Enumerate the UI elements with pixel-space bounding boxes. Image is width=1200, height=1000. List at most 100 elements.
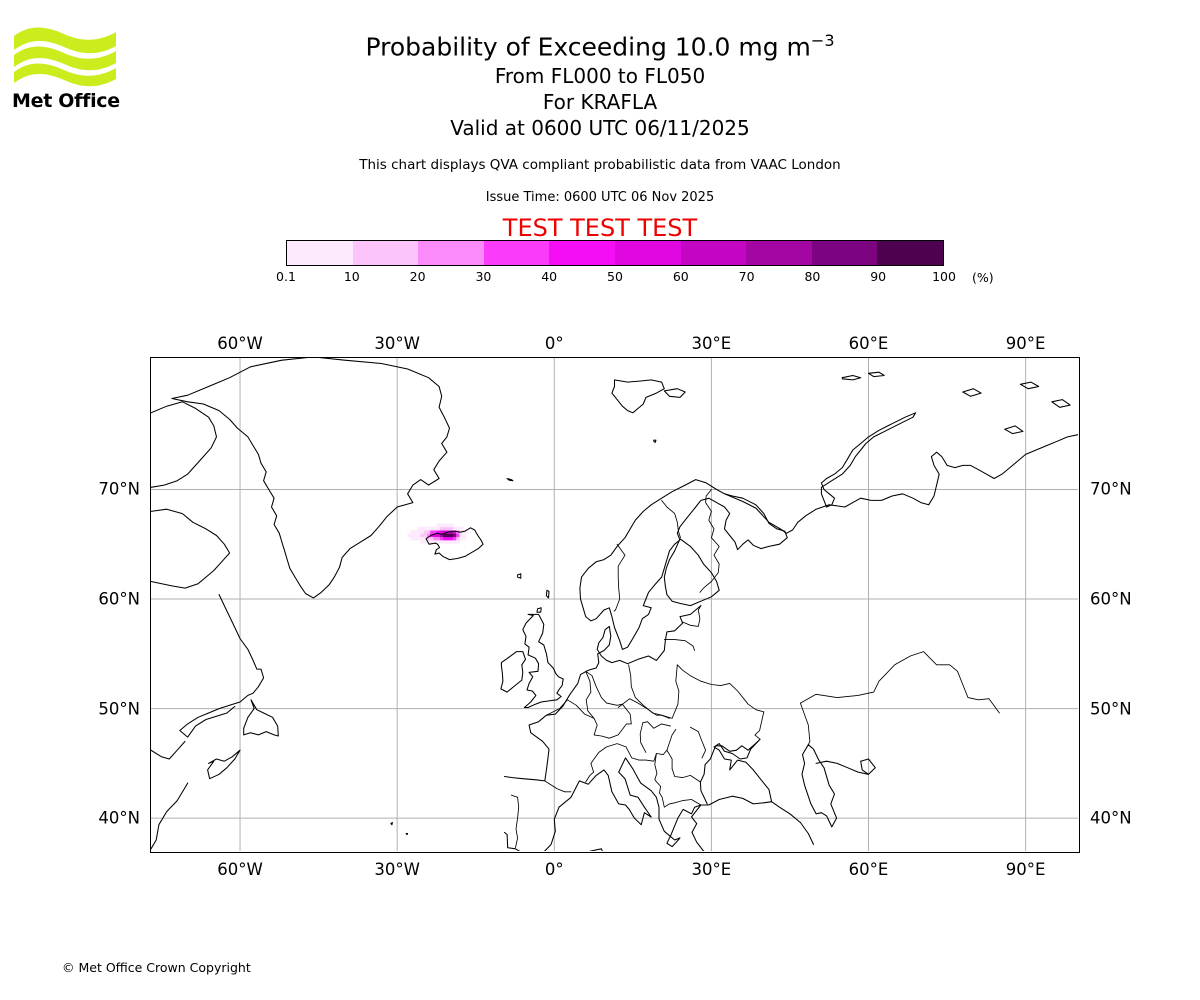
map-canvas (151, 358, 1078, 851)
plume-cell (410, 530, 415, 534)
lon-tick--30: 30°W (374, 860, 420, 879)
coastline-path (699, 489, 720, 593)
volcano-line: For KRAFLA (542, 90, 658, 115)
plume-cell (414, 530, 418, 534)
coastline-path (589, 804, 705, 851)
plume-cell (427, 533, 431, 538)
plume-cell (427, 536, 431, 541)
plume-cell (430, 530, 434, 534)
plume-cell (446, 533, 451, 538)
coastline-path (663, 639, 696, 651)
coastline-path (510, 794, 520, 849)
coastline-path (625, 728, 677, 762)
plume-cell (414, 533, 418, 538)
plume-cell (423, 530, 428, 534)
plume-cell (443, 530, 447, 534)
coastline-path (867, 371, 885, 378)
coastline-path (663, 388, 686, 398)
coastline-path (617, 698, 670, 719)
colorbar-tick-40: 40 (541, 269, 558, 284)
coastline-path (179, 594, 265, 738)
plume-cell (452, 536, 457, 541)
coastlines (151, 358, 1078, 851)
plume-cell (423, 526, 428, 531)
coastline-path (801, 744, 838, 828)
plume-cell (459, 536, 464, 541)
plume-cell (443, 533, 447, 538)
coastline-path (1019, 381, 1040, 390)
plume-cell (443, 539, 447, 544)
coastline-path (860, 758, 876, 775)
lon-tick-30: 30°E (691, 860, 732, 879)
plume-cell (427, 526, 431, 531)
lon-tick-30: 30°E (691, 334, 732, 353)
plume-cell (436, 539, 441, 544)
flight-level-line: From FL000 to FL050 (494, 64, 706, 89)
title-text: Probability of Exceeding 10.0 mg m (365, 32, 811, 62)
plume-cell (430, 536, 434, 541)
plume-cell (462, 530, 467, 534)
coastline-path (151, 508, 231, 589)
coastline-path (579, 479, 788, 650)
plume-cell (436, 533, 441, 538)
coastline-path (536, 607, 542, 613)
colorbar-tick-10: 10 (343, 269, 360, 284)
coastline-path (962, 388, 982, 397)
plume-cell (443, 526, 447, 531)
plume-cell (452, 530, 457, 534)
coastline-path (506, 477, 514, 482)
plume-cell (446, 539, 451, 544)
colorbar-tick-30: 30 (475, 269, 492, 284)
probability-colorbar (286, 240, 944, 266)
coastline-path (799, 702, 811, 746)
coastline-path (500, 651, 527, 693)
coastline-path (653, 439, 657, 443)
coastline-path (654, 753, 702, 808)
colorbar-band-5 (614, 241, 681, 265)
plume-cell (436, 523, 441, 528)
plume-cell (439, 523, 444, 528)
coastline-path (171, 358, 451, 599)
plume-cell (452, 526, 457, 531)
coastline-path (639, 722, 647, 753)
plume-cell (430, 539, 434, 544)
lat-tick-left-40: 40°N (98, 808, 140, 828)
map-panel[interactable] (150, 357, 1080, 853)
chart-title-block: Probability of Exceeding 10.0 mg m−3 Fro… (0, 24, 1200, 141)
coastline-path (545, 699, 595, 719)
plume-cell (446, 536, 451, 541)
test-banner: TEST TEST TEST (502, 214, 698, 242)
plume-cell (449, 539, 454, 544)
plume-cell (420, 533, 425, 538)
coastline-path (405, 832, 409, 836)
colorbar-tick-60: 60 (672, 269, 689, 284)
plume-cell (436, 526, 441, 531)
plume-cell (410, 533, 415, 538)
coastline-path (689, 726, 707, 759)
coastline-path (243, 699, 279, 737)
plume-cell (456, 539, 460, 544)
colorbar-band-2 (418, 241, 484, 265)
coastline-path (425, 527, 484, 561)
coastline-path (642, 721, 671, 729)
colorbar-tick-100: 100 (932, 269, 956, 284)
colorbar-tick-0.1: 0.1 (276, 269, 296, 284)
colorbar-tick-50: 50 (607, 269, 623, 284)
plume-cell (427, 539, 431, 544)
plume-cell (430, 526, 434, 531)
plume-cell (433, 530, 438, 534)
coastline-path (754, 711, 765, 740)
coastline-path (628, 664, 680, 719)
plume-cell (452, 539, 457, 544)
plume-cell (456, 536, 460, 541)
colorbar-band-7 (746, 241, 812, 265)
coastline-path (799, 651, 1000, 714)
coastline-path (841, 374, 862, 381)
coastline-path (151, 782, 189, 850)
copyright-notice: © Met Office Crown Copyright (62, 960, 251, 975)
plume-cell (449, 523, 454, 528)
lon-tick--60: 60°W (217, 860, 263, 879)
plume-cell (439, 533, 444, 538)
plume-cell (414, 536, 418, 541)
plume-cell (433, 536, 438, 541)
